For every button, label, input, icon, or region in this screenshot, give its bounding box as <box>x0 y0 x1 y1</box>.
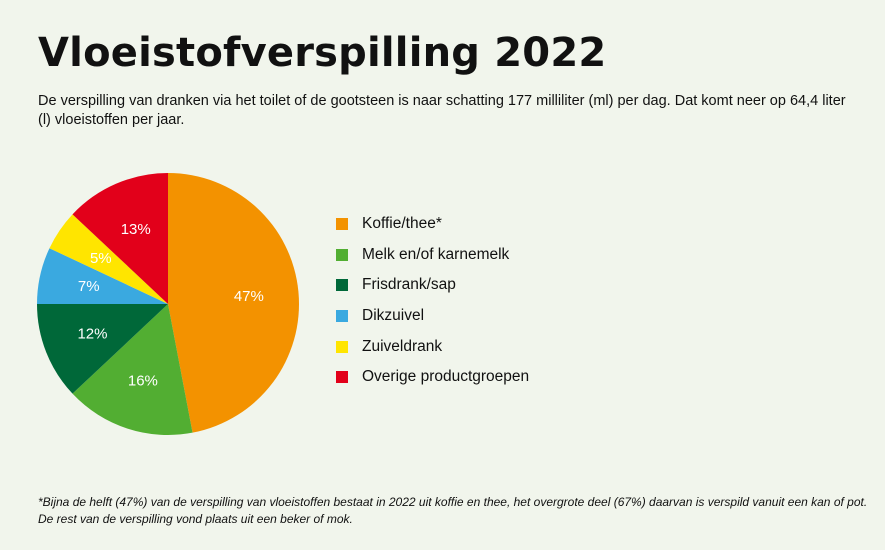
legend-swatch-1 <box>336 248 348 261</box>
chart-subtitle: De verspilling van dranken via het toile… <box>38 93 846 128</box>
legend-swatch-2 <box>336 279 348 292</box>
pie-slice-4 <box>49 214 169 304</box>
legend-swatch-4 <box>336 340 348 353</box>
pie-slice-label-3: 7% <box>78 278 100 295</box>
legend-label-1: Melk en/of karnemelk <box>362 245 510 263</box>
legend-item-2: Frisdrank/sap <box>336 270 529 301</box>
legend-swatch-5 <box>336 371 348 384</box>
legend-label-3: Dikzuivel <box>362 307 425 325</box>
legend-item-3: Dikzuivel <box>336 301 529 332</box>
legend-swatch-0 <box>336 218 348 231</box>
pie-slice-label-0: 47% <box>234 288 264 305</box>
chart-title: Vloeistofverspilling 2022 <box>38 30 607 76</box>
pie-slice-label-1: 16% <box>128 373 158 390</box>
pie-slice-2 <box>37 304 168 394</box>
legend-item-5: Overige productgroepen <box>336 362 529 393</box>
legend-item-1: Melk en/of karnemelk <box>336 240 529 271</box>
pie-slice-5 <box>72 173 168 304</box>
legend: Koffie/thee* Melk en/of karnemelk Frisdran… <box>336 209 529 393</box>
legend-label-0: Koffie/thee* <box>362 215 442 233</box>
pie-slice-label-4: 5% <box>90 250 112 267</box>
legend-item-4: Zuiveldrank <box>336 331 529 362</box>
footnote: *Bijna de helft (47%) van de verspilling… <box>38 495 868 526</box>
legend-item-0: Koffie/thee* <box>336 209 529 240</box>
pie-slice-1 <box>72 304 193 435</box>
legend-label-2: Frisdrank/sap <box>362 276 456 294</box>
legend-swatch-3 <box>336 310 348 323</box>
pie-slice-3 <box>37 248 168 304</box>
pie-slice-label-2: 12% <box>77 325 107 342</box>
legend-label-4: Zuiveldrank <box>362 337 443 355</box>
pie-slice-0 <box>168 173 299 433</box>
pie-slice-label-5: 13% <box>121 221 151 238</box>
legend-label-5: Overige productgroepen <box>362 368 530 386</box>
pie-chart: 47% 16% 12% 7% 5% 13% <box>37 173 299 435</box>
